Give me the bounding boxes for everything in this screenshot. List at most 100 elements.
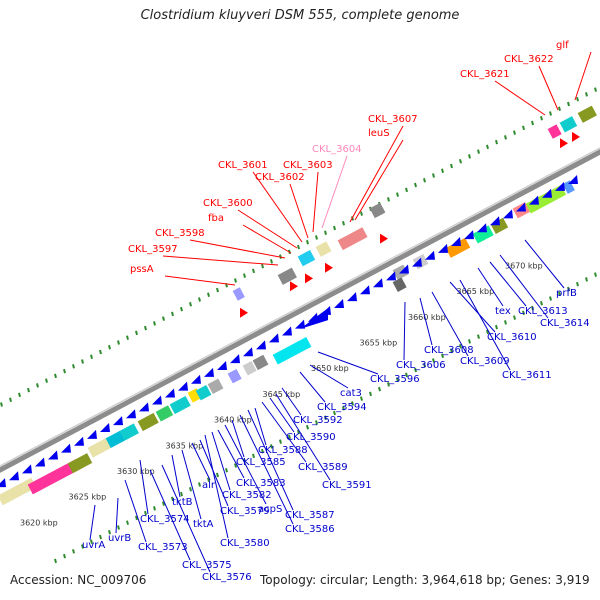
tick-mark xyxy=(243,273,246,278)
tick-mark xyxy=(261,263,264,269)
tick-mark xyxy=(72,364,75,369)
gene-block xyxy=(207,378,224,394)
gene-label-ckl_3586: CKL_3586 xyxy=(285,524,335,535)
reverse-gene-arrow xyxy=(256,340,266,350)
tick-mark xyxy=(423,178,426,183)
reverse-gene-arrow xyxy=(139,402,149,412)
gene-block xyxy=(67,453,93,474)
reverse-gene-arrow xyxy=(347,292,357,302)
tick-mark xyxy=(279,439,282,444)
tick-mark xyxy=(360,396,363,401)
tick-mark xyxy=(126,335,129,340)
tick-mark xyxy=(117,340,120,345)
tick-mark xyxy=(171,311,174,317)
gene-label-ckl_3583: CKL_3583 xyxy=(236,478,286,489)
tick-mark xyxy=(468,339,471,344)
reverse-gene-arrow xyxy=(386,271,396,281)
tick-mark xyxy=(270,444,273,449)
reverse-gene-arrow xyxy=(568,174,578,184)
gene-block xyxy=(445,237,471,258)
gene-label-ckl_3603: CKL_3603 xyxy=(283,160,333,171)
tick-mark xyxy=(567,101,570,107)
gene-label-ckl_3600: CKL_3600 xyxy=(203,198,253,209)
reverse-gene-arrow xyxy=(451,236,461,246)
tick-mark xyxy=(135,330,138,336)
gene-block xyxy=(232,287,245,301)
reverse-gene-arrow xyxy=(22,464,32,474)
tick-mark xyxy=(324,230,327,235)
reverse-gene-arrow xyxy=(503,209,513,219)
tick-mark xyxy=(189,487,192,492)
label-leader-line xyxy=(275,393,331,481)
label-leader-line xyxy=(242,224,292,254)
gene-label-ckl_3611: CKL_3611 xyxy=(502,370,552,381)
tick-mark xyxy=(135,515,138,521)
tick-mark xyxy=(54,558,57,564)
gene-block xyxy=(242,361,257,376)
label-leader-line xyxy=(199,439,229,507)
gene-block xyxy=(547,124,562,139)
label-leader-line xyxy=(237,209,298,249)
tick-mark xyxy=(513,315,516,320)
tick-mark xyxy=(306,240,309,245)
reverse-gene-arrow xyxy=(321,305,331,315)
gene-label-ckl_3594: CKL_3594 xyxy=(317,402,367,413)
gene-block xyxy=(562,180,575,194)
tick-mark xyxy=(270,259,273,264)
label-leader-line xyxy=(312,171,319,233)
gene-block xyxy=(559,116,578,133)
tick-mark xyxy=(333,410,336,416)
tick-mark xyxy=(567,286,570,292)
label-leader-line xyxy=(217,429,245,479)
tick-mark xyxy=(585,277,588,282)
tick-mark xyxy=(522,125,525,131)
tick-mark xyxy=(207,292,210,298)
label-leader-line xyxy=(459,279,511,371)
gene-label-ckl_3609: CKL_3609 xyxy=(460,356,510,367)
label-leader-line xyxy=(449,281,496,333)
scale-label: 3670 kbp xyxy=(505,261,543,270)
tick-mark xyxy=(396,192,399,197)
gene-block xyxy=(392,277,407,292)
reverse-gene-arrow xyxy=(152,395,162,405)
label-leader-line xyxy=(354,139,404,221)
reverse-gene-arrow xyxy=(48,450,58,460)
label-leader-line xyxy=(281,387,302,416)
gene-label-acps: acpS xyxy=(258,504,282,515)
tick-mark xyxy=(171,496,174,502)
gene-label-ckl_3621: CKL_3621 xyxy=(460,69,510,80)
label-leader-line xyxy=(494,80,546,116)
scale-label: 3640 kbp xyxy=(214,416,252,425)
label-leader-line xyxy=(349,125,404,223)
label-leader-line xyxy=(149,469,191,561)
label-leader-line xyxy=(252,171,303,243)
tick-mark xyxy=(504,320,507,325)
forward-gene-arrow xyxy=(290,281,298,292)
tick-mark xyxy=(504,135,507,140)
tick-mark xyxy=(63,553,66,559)
tick-mark xyxy=(81,544,84,549)
label-leader-line xyxy=(574,51,592,101)
gene-block xyxy=(105,430,125,449)
tick-mark xyxy=(549,111,552,116)
reverse-gene-arrow xyxy=(269,333,279,343)
gene-block xyxy=(369,202,386,219)
strand-arrows xyxy=(0,131,580,488)
tick-mark xyxy=(63,368,66,374)
tick-mark xyxy=(432,358,435,363)
tick-mark xyxy=(576,281,579,287)
reverse-gene-arrow xyxy=(438,243,448,253)
tick-mark xyxy=(225,467,228,473)
reverse-gene-arrow xyxy=(165,388,175,398)
label-leader-line xyxy=(189,239,286,259)
gene-label-ckl_3576: CKL_3576 xyxy=(202,572,252,583)
label-leader-line xyxy=(162,255,279,266)
tick-mark xyxy=(189,302,192,307)
scale-label: 3645 kbp xyxy=(263,390,301,399)
reverse-gene-arrow xyxy=(243,347,253,357)
gene-label-ckl_3591: CKL_3591 xyxy=(322,480,372,491)
label-leader-line xyxy=(139,459,149,515)
tick-mark xyxy=(162,501,165,506)
gene-block xyxy=(337,227,368,251)
